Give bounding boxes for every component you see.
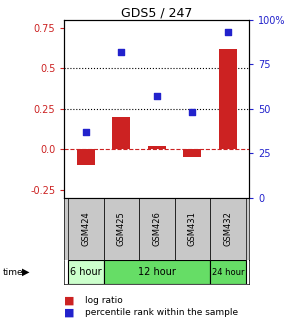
Bar: [210, 198, 246, 260]
Bar: [103, 198, 139, 260]
Point: [119, 49, 124, 54]
Text: 12 hour: 12 hour: [138, 267, 176, 277]
Text: GSM425: GSM425: [117, 212, 126, 246]
Text: GSM426: GSM426: [152, 212, 161, 246]
Text: ▶: ▶: [22, 267, 30, 277]
Bar: [148, 146, 166, 149]
Text: ■: ■: [64, 296, 75, 306]
Bar: [103, 260, 210, 284]
Text: percentile rank within the sample: percentile rank within the sample: [85, 308, 238, 318]
Bar: [77, 149, 95, 165]
Point: [190, 110, 195, 115]
Point: [225, 29, 230, 35]
Bar: [183, 149, 201, 157]
Bar: [68, 260, 103, 284]
Point: [154, 94, 159, 99]
Text: GSM424: GSM424: [81, 212, 90, 246]
Point: [84, 129, 88, 134]
Bar: [219, 49, 237, 149]
Bar: [210, 260, 246, 284]
Text: log ratio: log ratio: [85, 296, 123, 305]
Text: GSM432: GSM432: [223, 212, 232, 246]
Bar: [139, 198, 175, 260]
Text: 24 hour: 24 hour: [212, 268, 244, 277]
Text: GSM431: GSM431: [188, 212, 197, 246]
Bar: [113, 117, 130, 149]
Title: GDS5 / 247: GDS5 / 247: [121, 7, 193, 20]
Bar: [175, 198, 210, 260]
Text: time: time: [3, 268, 23, 277]
Text: ■: ■: [64, 308, 75, 318]
Bar: [68, 198, 103, 260]
Text: 6 hour: 6 hour: [70, 267, 102, 277]
